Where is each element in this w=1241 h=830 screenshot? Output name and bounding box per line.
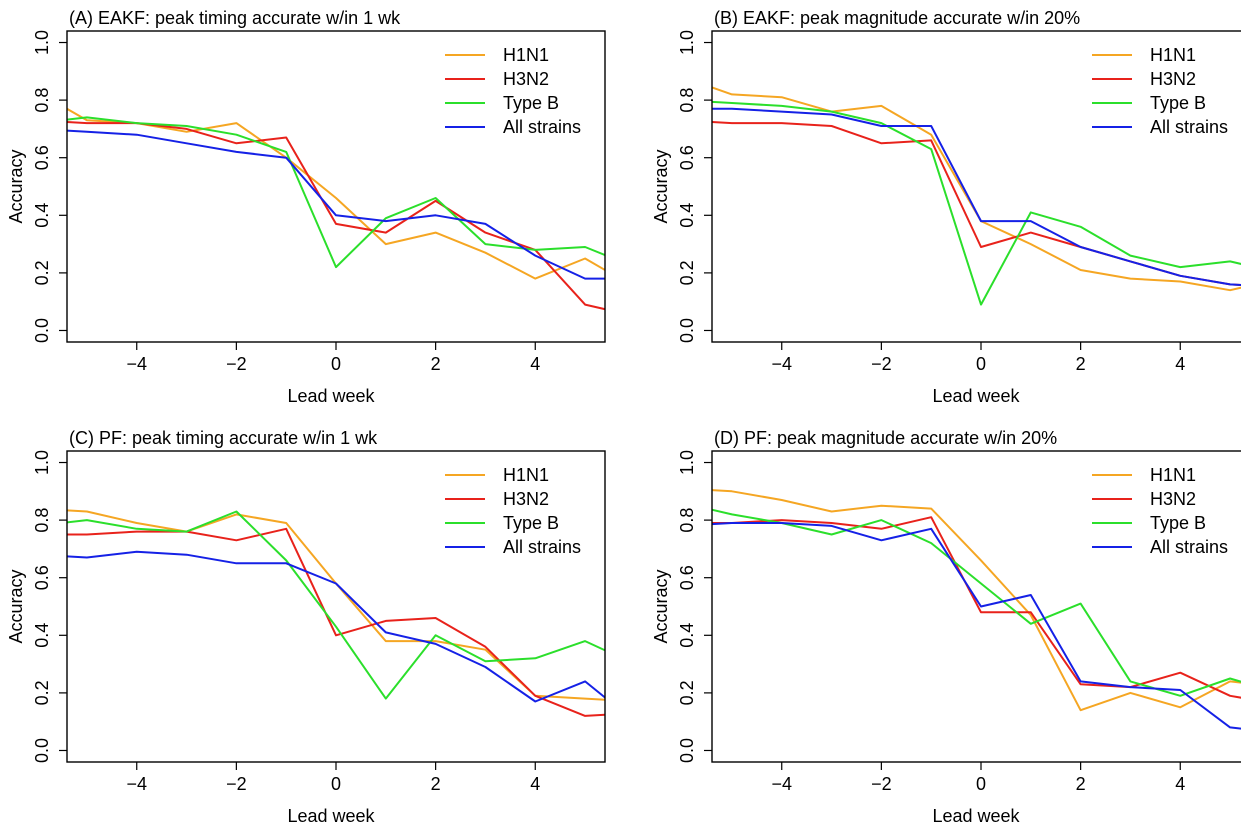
panel-a-legend-label: Type B	[503, 93, 559, 113]
panel-b-y-tick-label: 0.8	[677, 88, 697, 113]
panel-b-y-tick-label: 0.0	[677, 318, 697, 343]
panel-c-y-tick-label: 1.0	[32, 450, 52, 475]
panel-a-y-tick-label: 0.4	[32, 203, 52, 228]
panel-b-legend: H1N1 H3N2 Type B All strains	[1092, 45, 1228, 137]
panel-c: (C) PF: peak timing accurate w/in 1 wk −4…	[6, 428, 606, 826]
panel-c-x-tick-label: 0	[331, 774, 341, 794]
panel-c-series-h3n2	[67, 527, 605, 717]
panel-c-legend-label: H3N2	[503, 489, 549, 509]
panel-c-legend-label: All strains	[503, 537, 581, 557]
panel-b-y-axis-label: Accuracy	[651, 149, 671, 223]
panel-c-legend-label: H1N1	[503, 465, 549, 485]
panel-b-x-axis-label: Lead week	[932, 386, 1020, 406]
panel-c-series-type-b	[67, 510, 605, 700]
panel-c-title: (C) PF: peak timing accurate w/in 1 wk	[69, 428, 378, 448]
panel-a-y-tick-label: 0.8	[32, 88, 52, 113]
panel-c-y-tick-label: 0.2	[32, 680, 52, 705]
panel-a-x-tick-label: −2	[226, 354, 247, 374]
panel-a-legend: H1N1 H3N2 Type B All strains	[445, 45, 581, 137]
panel-d-y-axis-label: Accuracy	[651, 569, 671, 643]
panel-d-x-tick-label: 0	[976, 774, 986, 794]
panel-b: (B) EAKF: peak magnitude accurate w/in 2…	[651, 8, 1241, 406]
panel-b-legend-label: Type B	[1150, 93, 1206, 113]
panel-c-y-axis-label: Accuracy	[6, 569, 26, 643]
panel-a-x-tick-label: 2	[431, 354, 441, 374]
panel-d-x-tick-label: −4	[771, 774, 792, 794]
panel-b-x-tick-label: 0	[976, 354, 986, 374]
panel-d-legend-label: H3N2	[1150, 489, 1196, 509]
panel-c-y-tick-label: 0.0	[32, 738, 52, 763]
panel-a-y-axis-label: Accuracy	[6, 149, 26, 223]
panel-b-legend-label: H1N1	[1150, 45, 1196, 65]
panel-a-series-type-b	[67, 116, 605, 269]
panel-d-y-tick-label: 0.8	[677, 508, 697, 533]
panel-d-y-tick-label: 0.6	[677, 565, 697, 590]
panel-c-x-tick-label: −2	[226, 774, 247, 794]
panel-a-y-tick-label: 0.6	[32, 145, 52, 170]
panel-c-x-tick-label: 2	[431, 774, 441, 794]
panel-d: (D) PF: peak magnitude accurate w/in 20%…	[651, 428, 1241, 826]
panel-b-y-tick-label: 0.2	[677, 260, 697, 285]
panel-d-series-all-strains	[712, 522, 1241, 730]
panel-a-x-tick-label: 4	[530, 354, 540, 374]
panel-c-y-tick-label: 0.6	[32, 565, 52, 590]
panel-a-series-all-strains	[67, 129, 605, 280]
panel-b-series-all-strains	[712, 107, 1241, 287]
panel-b-x-tick-label: −4	[771, 354, 792, 374]
panel-a-y-tick-label: 0.2	[32, 260, 52, 285]
panel-d-legend-label: All strains	[1150, 537, 1228, 557]
panel-b-x-tick-label: 2	[1076, 354, 1086, 374]
panel-d-legend-label: H1N1	[1150, 465, 1196, 485]
panel-b-series-type-b	[712, 100, 1241, 306]
panel-b-x-tick-label: −2	[871, 354, 892, 374]
panel-a-x-axis-label: Lead week	[287, 386, 375, 406]
panel-b-legend-label: H3N2	[1150, 69, 1196, 89]
panel-d-y-tick-label: 1.0	[677, 450, 697, 475]
panel-b-legend-label: All strains	[1150, 117, 1228, 137]
panel-c-series-all-strains	[67, 550, 605, 703]
panel-d-legend-label: Type B	[1150, 513, 1206, 533]
panel-c-legend: H1N1 H3N2 Type B All strains	[445, 465, 581, 557]
panel-a-legend-label: H3N2	[503, 69, 549, 89]
panel-a-legend-label: H1N1	[503, 45, 549, 65]
panel-d-legend: H1N1 H3N2 Type B All strains	[1092, 465, 1228, 557]
panel-a-y-tick-label: 0.0	[32, 318, 52, 343]
panel-b-x-tick-label: 4	[1175, 354, 1185, 374]
panel-a-series-h3n2	[67, 120, 605, 311]
panel-b-title: (B) EAKF: peak magnitude accurate w/in 2…	[714, 8, 1080, 28]
panel-c-y-tick-label: 0.4	[32, 623, 52, 648]
panel-d-series-h1n1	[712, 489, 1241, 712]
panel-c-x-axis-label: Lead week	[287, 806, 375, 826]
panel-d-x-tick-label: 4	[1175, 774, 1185, 794]
panel-a: (A) EAKF: peak timing accurate w/in 1 wk…	[6, 8, 606, 406]
panel-d-x-axis-label: Lead week	[932, 806, 1020, 826]
panel-d-y-tick-label: 0.4	[677, 623, 697, 648]
panel-b-y-tick-label: 0.4	[677, 203, 697, 228]
panel-a-x-tick-label: 0	[331, 354, 341, 374]
panel-a-title: (A) EAKF: peak timing accurate w/in 1 wk	[69, 8, 401, 28]
panel-d-y-tick-label: 0.2	[677, 680, 697, 705]
panel-d-x-tick-label: −2	[871, 774, 892, 794]
panel-d-y-tick-label: 0.0	[677, 738, 697, 763]
panel-c-x-tick-label: 4	[530, 774, 540, 794]
panel-d-series-h3n2	[712, 516, 1241, 699]
panel-a-legend-label: All strains	[503, 117, 581, 137]
panel-b-y-tick-label: 1.0	[677, 30, 697, 55]
panel-a-x-tick-label: −4	[126, 354, 147, 374]
panel-c-x-tick-label: −4	[126, 774, 147, 794]
panel-d-x-tick-label: 2	[1076, 774, 1086, 794]
panel-b-y-tick-label: 0.6	[677, 145, 697, 170]
panel-c-y-tick-label: 0.8	[32, 508, 52, 533]
panel-d-title: (D) PF: peak magnitude accurate w/in 20%	[714, 428, 1057, 448]
panel-a-y-tick-label: 1.0	[32, 30, 52, 55]
panel-c-legend-label: Type B	[503, 513, 559, 533]
